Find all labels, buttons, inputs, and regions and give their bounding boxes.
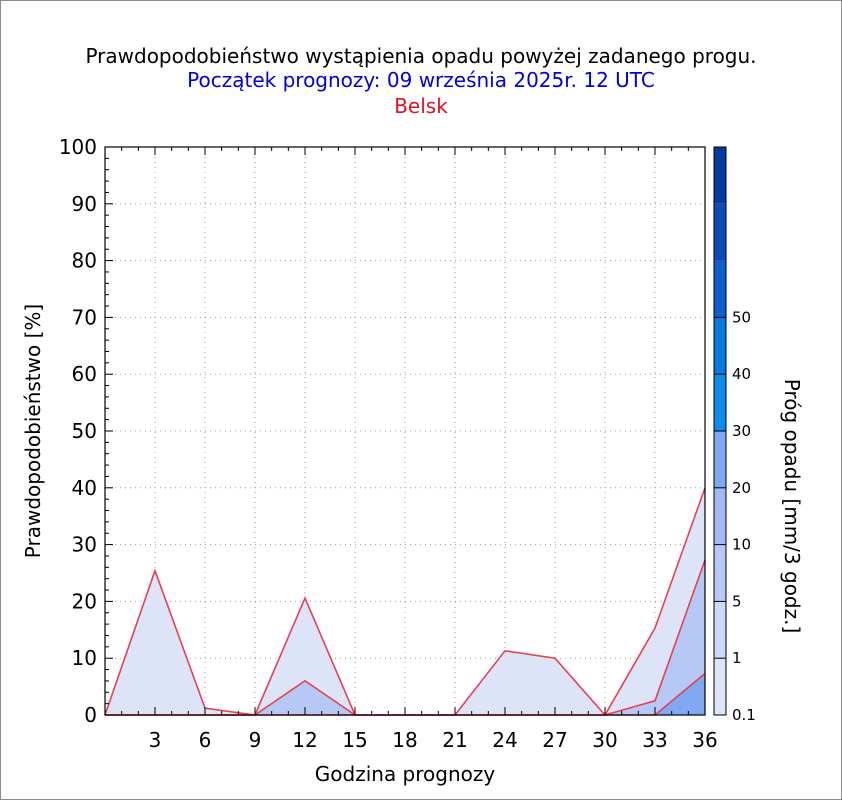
colorbar-segment (714, 431, 726, 488)
x-axis-label: Godzina prognozy (315, 762, 496, 786)
colorbar-segment (714, 260, 726, 318)
y-tick-label: 30 (72, 533, 97, 557)
y-axis-label: Prawdopodobieństwo [%] (21, 304, 45, 558)
y-tick-label: 20 (72, 589, 97, 613)
x-tick-label: 27 (542, 728, 567, 752)
colorbar-segment (714, 601, 726, 659)
x-tick-label: 30 (592, 728, 617, 752)
y-tick-label: 60 (72, 362, 97, 386)
colorbar-segment (714, 147, 726, 204)
y-tick-label: 70 (72, 305, 97, 329)
y-tick-label: 100 (59, 135, 97, 159)
x-tick-label: 24 (492, 728, 517, 752)
colorbar-segment (714, 317, 726, 375)
colorbar-segment (714, 544, 726, 602)
y-tick-label: 90 (72, 192, 97, 216)
chart-subtitle: Początek prognozy: 09 września 2025r. 12… (187, 68, 655, 92)
x-tick-label: 12 (292, 728, 317, 752)
colorbar-label: Próg opadu [mm/3 godz.] (780, 379, 804, 634)
y-tick-label: 10 (72, 646, 97, 670)
x-tick-label: 6 (199, 728, 212, 752)
colorbar-tick-label: 30 (732, 422, 751, 440)
axis-ticks (104, 146, 706, 716)
colorbar-tick-label: 5 (732, 592, 742, 610)
grid (105, 147, 705, 715)
colorbar-segment (714, 203, 726, 261)
colorbar-tick-label: 10 (732, 536, 751, 554)
colorbar-tick-label: 0.1 (732, 706, 756, 724)
colorbar-segment (714, 487, 726, 545)
x-tick-label: 33 (642, 728, 667, 752)
x-tick-label: 18 (392, 728, 417, 752)
x-tick-label: 15 (342, 728, 367, 752)
x-tick-label: 3 (149, 728, 162, 752)
colorbar-tick-label: 20 (732, 479, 751, 497)
colorbar-segment (714, 374, 726, 431)
y-tick-label: 40 (72, 476, 97, 500)
y-tick-label: 0 (84, 703, 97, 727)
x-tick-label: 36 (692, 728, 717, 752)
chart-title: Prawdopodobieństwo wystąpienia opadu pow… (85, 44, 757, 68)
x-tick-label: 9 (249, 728, 262, 752)
y-tick-label: 50 (72, 419, 97, 443)
station-name: Belsk (394, 94, 448, 118)
colorbar-segment (714, 658, 726, 715)
x-tick-label: 21 (442, 728, 467, 752)
y-tick-label: 80 (72, 249, 97, 273)
colorbar-tick-label: 50 (732, 308, 751, 326)
colorbar-tick-label: 1 (732, 649, 742, 667)
colorbar-tick-label: 40 (732, 365, 751, 383)
